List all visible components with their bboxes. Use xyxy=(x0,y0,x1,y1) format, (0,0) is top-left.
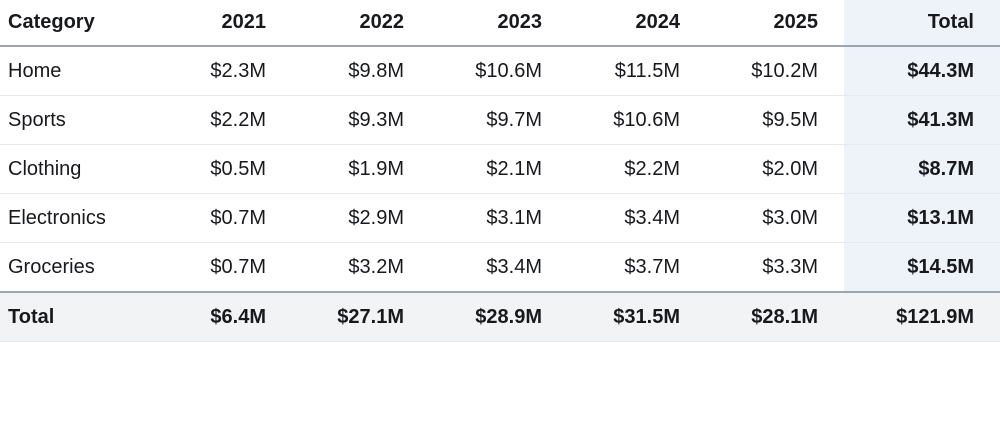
table-row-sports: Sports $2.2M $9.3M $9.7M $10.6M $9.5M $4… xyxy=(0,95,1000,145)
total-value-cell: $28.9M xyxy=(430,291,568,342)
column-header-2024: 2024 xyxy=(568,0,706,47)
grand-total-cell: $121.9M xyxy=(844,291,1000,342)
table-row-clothing: Clothing $0.5M $1.9M $2.1M $2.2M $2.0M $… xyxy=(0,144,1000,194)
value-cell: $9.5M xyxy=(706,95,844,145)
header-row: Category 2021 2022 2023 2024 2025 Total xyxy=(0,0,1000,47)
value-cell: $3.4M xyxy=(430,242,568,293)
value-cell: $3.4M xyxy=(568,193,706,243)
column-header-2021: 2021 xyxy=(154,0,292,47)
row-total-cell: $44.3M xyxy=(844,46,1000,96)
row-total-cell: $13.1M xyxy=(844,193,1000,243)
value-cell: $9.7M xyxy=(430,95,568,145)
value-cell: $3.7M xyxy=(568,242,706,293)
row-total-cell: $14.5M xyxy=(844,242,1000,293)
value-cell: $10.6M xyxy=(568,95,706,145)
total-value-cell: $31.5M xyxy=(568,291,706,342)
value-cell: $2.0M xyxy=(706,144,844,194)
value-cell: $9.3M xyxy=(292,95,430,145)
value-cell: $2.3M xyxy=(154,46,292,96)
value-cell: $2.2M xyxy=(568,144,706,194)
total-row-label: Total xyxy=(0,291,154,342)
table-row-home: Home $2.3M $9.8M $10.6M $11.5M $10.2M $4… xyxy=(0,46,1000,96)
table-row-electronics: Electronics $0.7M $2.9M $3.1M $3.4M $3.0… xyxy=(0,193,1000,243)
value-cell: $0.5M xyxy=(154,144,292,194)
category-cell: Electronics xyxy=(0,193,154,243)
column-header-category: Category xyxy=(0,0,154,47)
value-cell: $3.3M xyxy=(706,242,844,293)
total-value-cell: $6.4M xyxy=(154,291,292,342)
column-header-2022: 2022 xyxy=(292,0,430,47)
value-cell: $3.0M xyxy=(706,193,844,243)
value-cell: $0.7M xyxy=(154,242,292,293)
row-total-cell: $8.7M xyxy=(844,144,1000,194)
value-cell: $10.6M xyxy=(430,46,568,96)
value-cell: $2.2M xyxy=(154,95,292,145)
category-cell: Home xyxy=(0,46,154,96)
table-row-groceries: Groceries $0.7M $3.2M $3.4M $3.7M $3.3M … xyxy=(0,242,1000,293)
column-header-2023: 2023 xyxy=(430,0,568,47)
value-cell: $10.2M xyxy=(706,46,844,96)
value-cell: $3.2M xyxy=(292,242,430,293)
category-cell: Groceries xyxy=(0,242,154,293)
category-cell: Sports xyxy=(0,95,154,145)
column-header-total: Total xyxy=(844,0,1000,47)
value-cell: $9.8M xyxy=(292,46,430,96)
value-cell: $11.5M xyxy=(568,46,706,96)
category-cell: Clothing xyxy=(0,144,154,194)
total-value-cell: $27.1M xyxy=(292,291,430,342)
total-row: Total $6.4M $27.1M $28.9M $31.5M $28.1M … xyxy=(0,291,1000,342)
value-cell: $0.7M xyxy=(154,193,292,243)
total-value-cell: $28.1M xyxy=(706,291,844,342)
row-total-cell: $41.3M xyxy=(844,95,1000,145)
sales-summary-table: Category 2021 2022 2023 2024 2025 Total … xyxy=(0,0,1000,342)
value-cell: $2.9M xyxy=(292,193,430,243)
value-cell: $2.1M xyxy=(430,144,568,194)
value-cell: $1.9M xyxy=(292,144,430,194)
column-header-2025: 2025 xyxy=(706,0,844,47)
value-cell: $3.1M xyxy=(430,193,568,243)
